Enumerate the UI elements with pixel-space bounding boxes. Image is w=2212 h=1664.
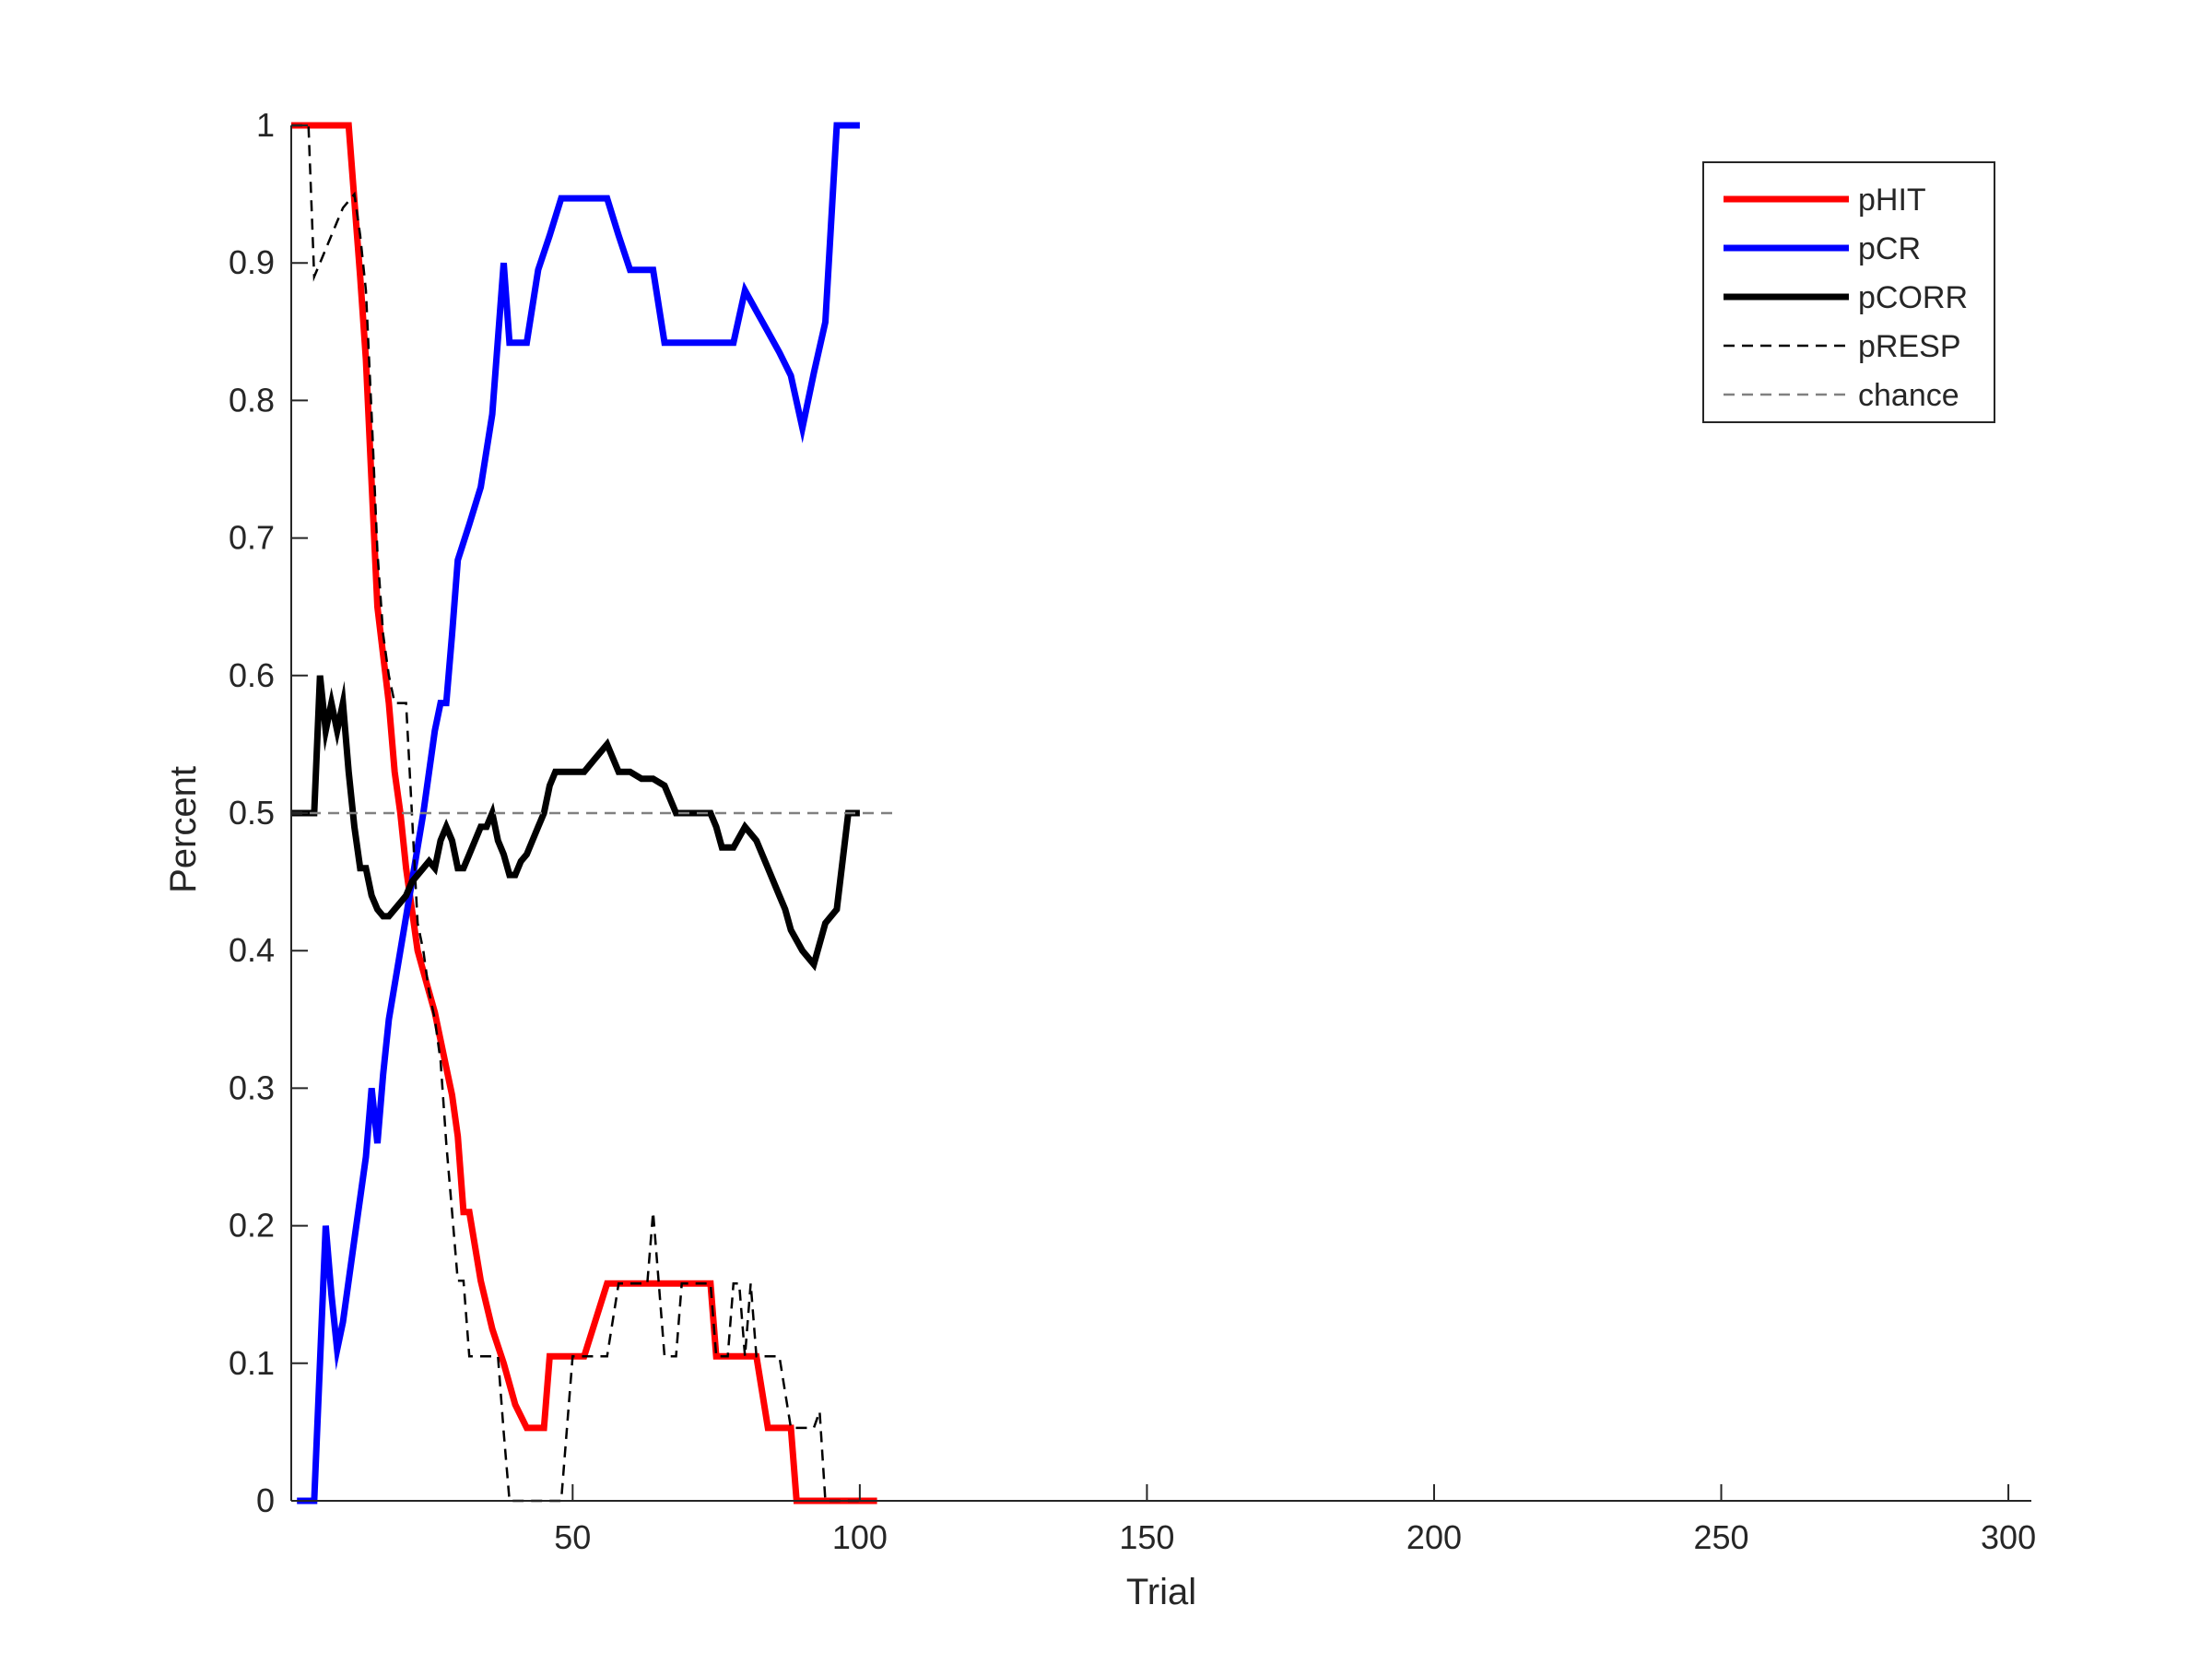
x-tick-label: 100 (832, 1518, 888, 1556)
y-tick-label: 0.3 (229, 1068, 275, 1106)
x-axis-label: Trial (1126, 1572, 1196, 1612)
y-tick-label: 0.7 (229, 519, 275, 557)
y-tick-label: 0.1 (229, 1344, 275, 1382)
y-tick-label: 0 (256, 1481, 275, 1519)
x-tick-label: 300 (1981, 1518, 2036, 1556)
legend-box (1702, 161, 1995, 423)
x-tick-label: 50 (554, 1518, 591, 1556)
y-axis-label: Percent (163, 766, 204, 893)
x-tick-label: 200 (1406, 1518, 1462, 1556)
legend-label-phit: pHIT (1858, 183, 1926, 218)
labels-layer: Trial Percent (163, 766, 1196, 1612)
series-line-pcorr (291, 675, 860, 972)
y-tick-label: 0.6 (229, 656, 275, 694)
series-line-pcr (297, 122, 860, 1505)
y-tick-label: 0.9 (229, 243, 275, 281)
legend: pHIT pCR pCORR pRESP chance (1702, 161, 1995, 423)
series-line-phit (291, 122, 877, 1505)
y-tick-label: 1 (256, 106, 275, 144)
legend-label-pcr: pCR (1858, 231, 1921, 266)
x-tick-label: 150 (1119, 1518, 1174, 1556)
x-tick-label: 250 (1693, 1518, 1748, 1556)
y-tick-label: 0.4 (229, 931, 275, 969)
legend-label-chance: chance (1858, 378, 1959, 413)
axes-layer: 50 100 150 200 250 300 0 0.1 0.2 0.3 0.4 0.5 0.6 0.7 0… (229, 106, 2036, 1556)
y-tick-label: 0.8 (229, 381, 275, 419)
legend-label-pcorr: pCORR (1858, 280, 1968, 315)
y-tick-label: 0.5 (229, 794, 275, 832)
y-tick-label: 0.2 (229, 1207, 275, 1245)
legend-label-presp: pRESP (1858, 329, 1961, 364)
